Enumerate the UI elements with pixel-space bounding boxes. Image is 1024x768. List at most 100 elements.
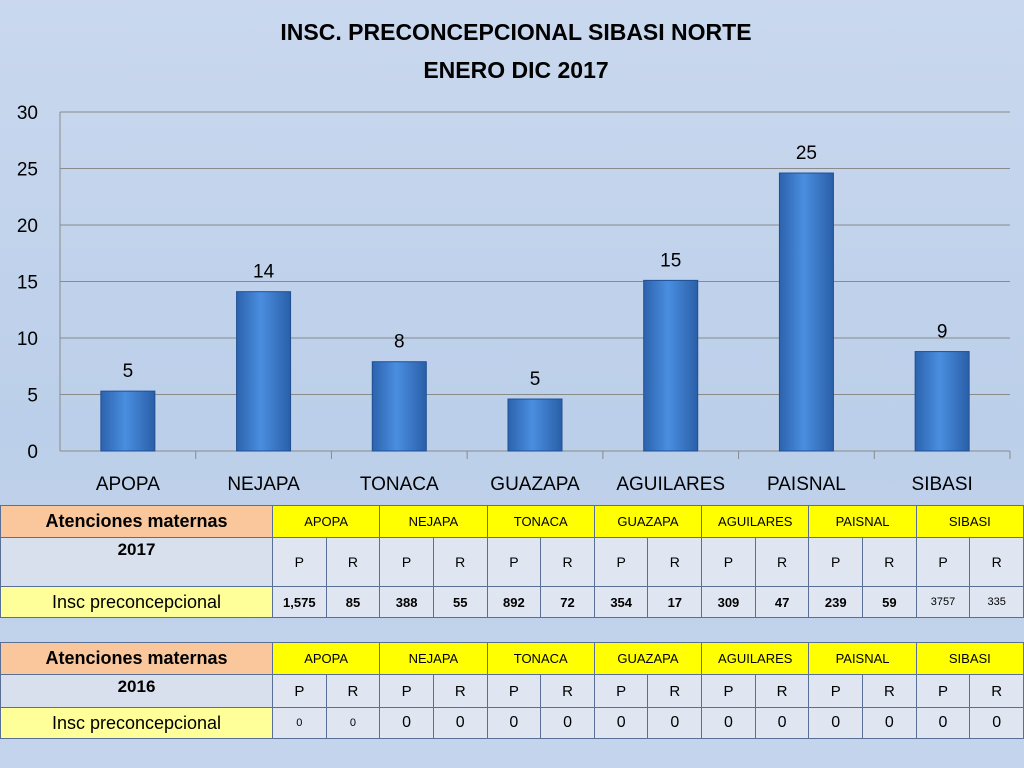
pr-cell: P xyxy=(701,537,756,587)
value-cell: 72 xyxy=(540,586,595,618)
value-cell: 0 xyxy=(272,707,327,739)
value-cell: 0 xyxy=(432,707,488,739)
pr-cell: P xyxy=(808,674,864,708)
pr-cell: P xyxy=(915,674,971,708)
site-paisnal: PAISNAL xyxy=(808,642,917,675)
value-cell: 85 xyxy=(325,586,381,618)
value-cell: 0 xyxy=(540,707,595,739)
value-cell: 0 xyxy=(915,707,971,739)
pr-cell: P xyxy=(915,537,971,587)
y-tick-label: 5 xyxy=(27,386,38,407)
value-cell: 0 xyxy=(808,707,864,739)
data-label: 15 xyxy=(660,250,681,271)
value-cell: 239 xyxy=(808,586,864,618)
value-cell: 3757 xyxy=(915,586,971,618)
value-cell: 55 xyxy=(432,586,488,618)
y-tick-label: 25 xyxy=(17,160,38,181)
pr-cell: R xyxy=(540,674,595,708)
value-cell: 47 xyxy=(754,586,810,618)
site-guazapa: GUAZAPA xyxy=(593,505,703,538)
bar xyxy=(914,351,970,452)
bar xyxy=(507,398,563,452)
value-cell: 17 xyxy=(647,586,703,618)
site-apopa: APOPA xyxy=(271,642,381,675)
site-paisnal: PAISNAL xyxy=(808,505,917,538)
pr-cell: R xyxy=(325,674,381,708)
data-label: 5 xyxy=(530,369,541,390)
value-cell: 0 xyxy=(486,707,542,739)
value-cell: 388 xyxy=(379,586,434,618)
value-cell: 0 xyxy=(754,707,810,739)
site-sibasi: SIBASI xyxy=(915,642,1024,675)
site-nejapa: NEJAPA xyxy=(379,642,488,675)
site-nejapa: NEJAPA xyxy=(379,505,488,538)
maternal-care-table-2017: Atenciones maternas APOPA NEJAPA TONACA … xyxy=(0,505,1024,618)
pr-cell: R xyxy=(754,674,810,708)
value-cell: 0 xyxy=(593,707,649,739)
row-label: Insc preconcepcional xyxy=(0,586,273,618)
pr-cell: P xyxy=(593,674,649,708)
value-cell: 0 xyxy=(379,707,434,739)
bar xyxy=(371,361,427,452)
value-cell: 59 xyxy=(862,586,917,618)
maternal-care-table-2016: Atenciones maternas APOPA NEJAPA TONACA … xyxy=(0,642,1024,739)
year-label: 2017 xyxy=(0,537,273,587)
pr-cell: R xyxy=(540,537,595,587)
pr-cell: R xyxy=(969,674,1024,708)
pr-cell: P xyxy=(808,537,864,587)
x-tick-label: PAISNAL xyxy=(767,474,846,495)
site-apopa: APOPA xyxy=(271,505,381,538)
site-aguilares: AGUILARES xyxy=(701,642,810,675)
x-tick-label: NEJAPA xyxy=(227,474,300,495)
value-cell: 0 xyxy=(325,707,381,739)
bar xyxy=(236,291,292,452)
value-cell: 0 xyxy=(701,707,756,739)
bar xyxy=(100,390,156,452)
pr-cell: P xyxy=(379,674,434,708)
pr-cell: P xyxy=(593,537,649,587)
pr-cell: R xyxy=(432,537,488,587)
value-cell: 892 xyxy=(486,586,542,618)
value-cell: 309 xyxy=(701,586,756,618)
pr-cell: P xyxy=(701,674,756,708)
y-tick-label: 30 xyxy=(17,103,38,124)
value-cell: 0 xyxy=(647,707,703,739)
data-label: 14 xyxy=(253,262,275,283)
x-tick-label: APOPA xyxy=(96,474,160,495)
x-tick-label: GUAZAPA xyxy=(490,474,580,495)
pr-cell: R xyxy=(432,674,488,708)
pr-cell: R xyxy=(969,537,1024,587)
value-cell: 0 xyxy=(862,707,917,739)
year-label: 2016 xyxy=(0,674,273,708)
x-tick-label: SIBASI xyxy=(912,474,973,495)
pr-cell: P xyxy=(272,674,327,708)
x-tick-label: TONACA xyxy=(360,474,439,495)
pr-cell: P xyxy=(486,674,542,708)
x-tick-label: AGUILARES xyxy=(616,474,725,495)
pr-cell: R xyxy=(325,537,381,587)
y-tick-label: 10 xyxy=(17,329,38,350)
pr-cell: R xyxy=(862,537,917,587)
site-aguilares: AGUILARES xyxy=(701,505,810,538)
pr-cell: R xyxy=(754,537,810,587)
site-guazapa: GUAZAPA xyxy=(593,642,703,675)
pr-cell: P xyxy=(379,537,434,587)
chart-subtitle: ENERO DIC 2017 xyxy=(423,57,608,83)
site-tonaca: TONACA xyxy=(486,642,595,675)
site-tonaca: TONACA xyxy=(486,505,595,538)
header-label: Atenciones maternas xyxy=(0,505,273,538)
y-tick-label: 20 xyxy=(17,216,38,237)
y-tick-label: 15 xyxy=(17,273,38,294)
pr-cell: R xyxy=(647,674,703,708)
chart-title: INSC. PRECONCEPCIONAL SIBASI NORTE xyxy=(280,19,751,45)
row-label: Insc preconcepcional xyxy=(0,707,273,739)
data-label: 8 xyxy=(394,332,405,353)
value-cell: 1,575 xyxy=(272,586,327,618)
value-cell: 335 xyxy=(969,586,1024,618)
data-label: 25 xyxy=(796,143,817,164)
data-label: 9 xyxy=(937,322,948,343)
value-cell: 354 xyxy=(593,586,649,618)
site-sibasi: SIBASI xyxy=(915,505,1024,538)
header-label: Atenciones maternas xyxy=(0,642,273,675)
pr-cell: P xyxy=(272,537,327,587)
